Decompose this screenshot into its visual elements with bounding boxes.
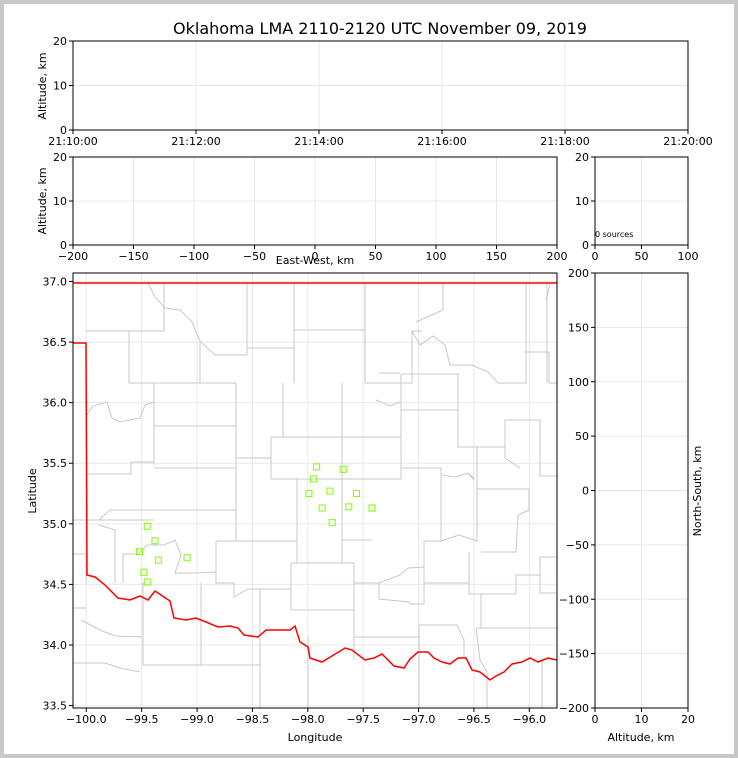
time-height-xtick-label: 21:16:00 (417, 135, 466, 148)
ew-altitude-xtick-label: 100 (426, 250, 447, 263)
lightning-source-marker (135, 548, 143, 556)
altitude-ns-ytick-label: −50 (566, 539, 589, 552)
plan-view-ytick-label: 35.0 (43, 518, 68, 531)
ew-altitude-ylabel: Altitude, km (36, 167, 49, 234)
plan-view-panel: −100.0 −99.5 −99.0 −98.5 −98.0 −97.5 −97.0 −96.… (26, 272, 558, 744)
histogram-xtick-label: 0 (592, 250, 599, 263)
source-count-annotation: 0 sources (595, 230, 633, 239)
histogram-ytick-label: 20 (575, 151, 589, 164)
time-height-xtick-label: 21:20:00 (663, 135, 712, 148)
lightning-source-marker (305, 490, 313, 498)
ew-altitude-xtick-label: −150 (118, 250, 148, 263)
lightning-source-marker (318, 504, 326, 512)
plan-view-xtick-label: −99.5 (125, 713, 159, 726)
altitude-ns-panel: 0 10 20 200 150 100 50 0 −50 −100 −150 −200 Altitud… (559, 267, 704, 744)
county-boundaries (73, 282, 558, 708)
lightning-source-marker (183, 554, 191, 562)
plan-view-xtick-label: −99.0 (180, 713, 214, 726)
ew-altitude-xtick-label: −100 (179, 250, 209, 263)
time-height-ytick-label: 10 (53, 80, 67, 93)
plan-view-ytick-label: 35.5 (43, 457, 68, 470)
histogram-xtick-label: 100 (678, 250, 699, 263)
lightning-source-marker (309, 475, 317, 483)
plan-view-xtick-label: −96.0 (512, 713, 546, 726)
ew-altitude-ytick-label: 10 (53, 195, 67, 208)
ew-altitude-ytick-label: 0 (60, 239, 67, 252)
altitude-ns-ytick-label: 50 (575, 430, 589, 443)
lightning-sources (135, 463, 376, 586)
time-height-xtick-label: 21:14:00 (294, 135, 343, 148)
altitude-ns-xtick-label: 10 (635, 713, 649, 726)
plan-view-ytick-label: 34.0 (43, 639, 68, 652)
altitude-ns-ytick-label: 0 (582, 485, 589, 498)
altitude-ns-xtick-label: 0 (592, 713, 599, 726)
lightning-source-marker (154, 556, 162, 564)
lightning-source-marker (140, 568, 148, 576)
ew-altitude-xtick-label: −50 (243, 250, 266, 263)
lightning-source-marker (313, 463, 321, 471)
ew-altitude-xtick-label: 50 (369, 250, 383, 263)
histogram-ytick-label: 0 (582, 239, 589, 252)
plan-view-xlabel: Longitude (288, 731, 343, 744)
lightning-source-marker (368, 504, 376, 512)
ew-altitude-xtick-label: 150 (486, 250, 507, 263)
ew-altitude-xtick-label: 200 (547, 250, 568, 263)
plan-view-xtick-label: −98.0 (291, 713, 325, 726)
ew-altitude-xtick-label: 0 (312, 250, 319, 263)
figure-title: Oklahoma LMA 2110-2120 UTC November 09, … (173, 19, 587, 38)
plan-view-ytick-label: 36.5 (43, 336, 68, 349)
altitude-ns-ytick-label: −100 (559, 593, 589, 606)
plan-view-ytick-label: 33.5 (43, 700, 68, 713)
lightning-source-marker (143, 578, 151, 586)
plan-view-ytick-label: 34.5 (43, 578, 68, 591)
lightning-source-marker (368, 504, 376, 512)
ew-altitude-xlabel: East-West, km (276, 254, 354, 267)
altitude-ns-ylabel: North-South, km (691, 446, 704, 537)
altitude-ns-ytick-label: 100 (568, 376, 589, 389)
lightning-source-marker (353, 490, 361, 498)
altitude-ns-xlabel: Altitude, km (607, 731, 674, 744)
altitude-ns-xtick-label: 20 (681, 713, 695, 726)
oklahoma-state-boundary (73, 282, 558, 681)
ew-altitude-ytick-label: 20 (53, 151, 67, 164)
lightning-source-marker (151, 537, 159, 545)
lightning-source-marker (328, 519, 336, 527)
plan-view-xtick-label: −97.5 (346, 713, 380, 726)
plan-view-ytick-label: 36.0 (43, 397, 68, 410)
time-height-panel: 21:10:00 21:12:00 21:14:00 21:16:00 21:18:00… (36, 35, 713, 148)
altitude-ns-ytick-label: 200 (568, 267, 589, 280)
plan-view-axes (72, 272, 558, 709)
lightning-source-marker (326, 487, 334, 495)
histogram-xtick-label: 50 (635, 250, 649, 263)
time-height-ylabel: Altitude, km (36, 52, 49, 119)
time-height-xtick-label: 21:18:00 (540, 135, 589, 148)
time-height-ytick-label: 20 (53, 35, 67, 48)
histogram-ytick-label: 10 (575, 195, 589, 208)
plan-view-xtick-label: −98.5 (236, 713, 270, 726)
time-height-xtick-label: 21:10:00 (48, 135, 97, 148)
plan-view-xtick-label: −100.0 (66, 713, 107, 726)
altitude-ns-ytick-label: −150 (559, 648, 589, 661)
plan-view-xtick-label: −96.5 (457, 713, 491, 726)
ew-altitude-xtick-label: −200 (58, 250, 88, 263)
plan-view-xtick-label: −97.0 (402, 713, 436, 726)
time-height-xtick-label: 21:12:00 (171, 135, 220, 148)
plan-view-ylabel: Latitude (26, 468, 39, 514)
lightning-source-marker (339, 465, 347, 473)
altitude-ns-ytick-label: −200 (559, 702, 589, 715)
plan-view-ytick-label: 37.0 (43, 275, 68, 288)
altitude-ns-ytick-label: 150 (568, 321, 589, 334)
lightning-source-marker (345, 503, 353, 511)
lightning-source-marker (143, 522, 151, 530)
time-height-ytick-label: 0 (60, 124, 67, 137)
